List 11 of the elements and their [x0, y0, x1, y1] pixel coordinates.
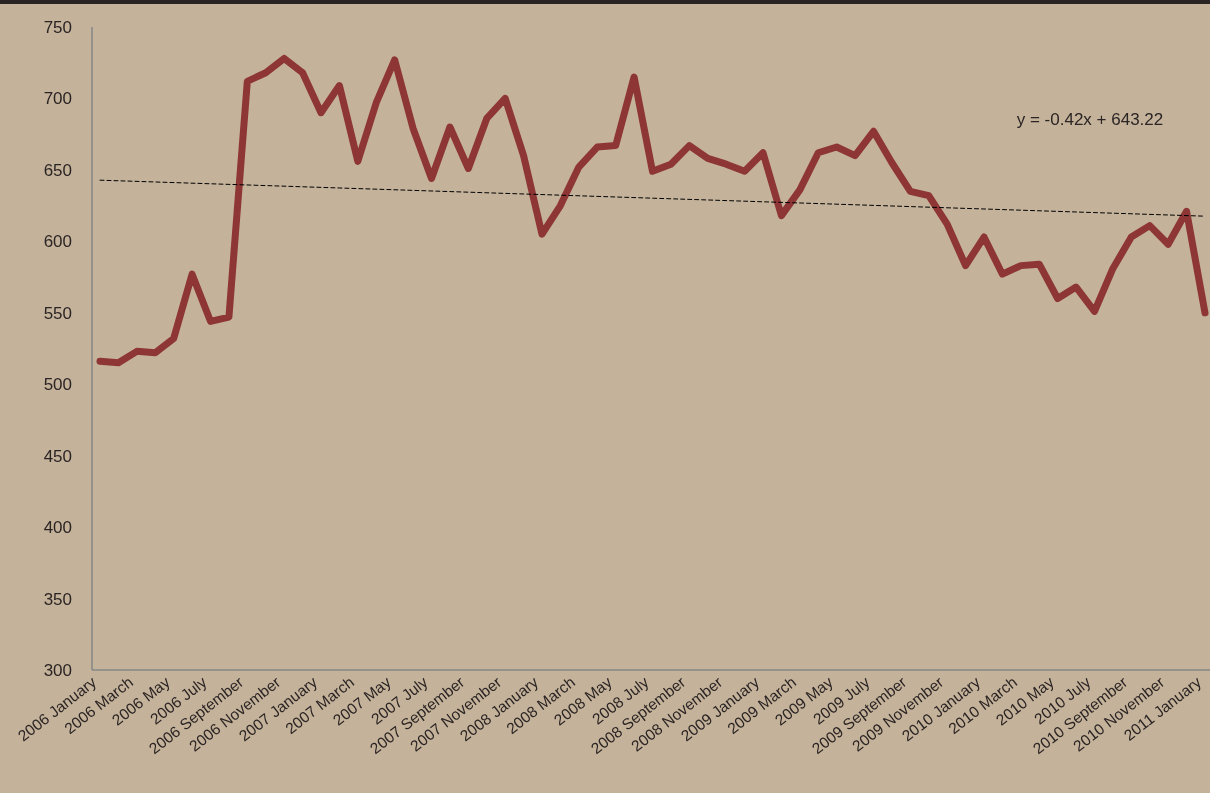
- y-tick-label: 700: [43, 89, 72, 109]
- annotation: y = -0.42x + 643.22: [1016, 110, 1164, 129]
- y-tick-label: 600: [43, 232, 72, 252]
- y-tick-label: 500: [43, 375, 72, 395]
- y-tick-label: 400: [43, 518, 72, 538]
- y-tick-label: 650: [43, 160, 72, 180]
- y-tick-label: 450: [43, 446, 72, 466]
- y-tick-label: 300: [43, 660, 72, 680]
- y-tick-label: 750: [43, 17, 72, 37]
- y-tick-label: 350: [43, 589, 72, 609]
- y-tick-label: 550: [43, 303, 72, 323]
